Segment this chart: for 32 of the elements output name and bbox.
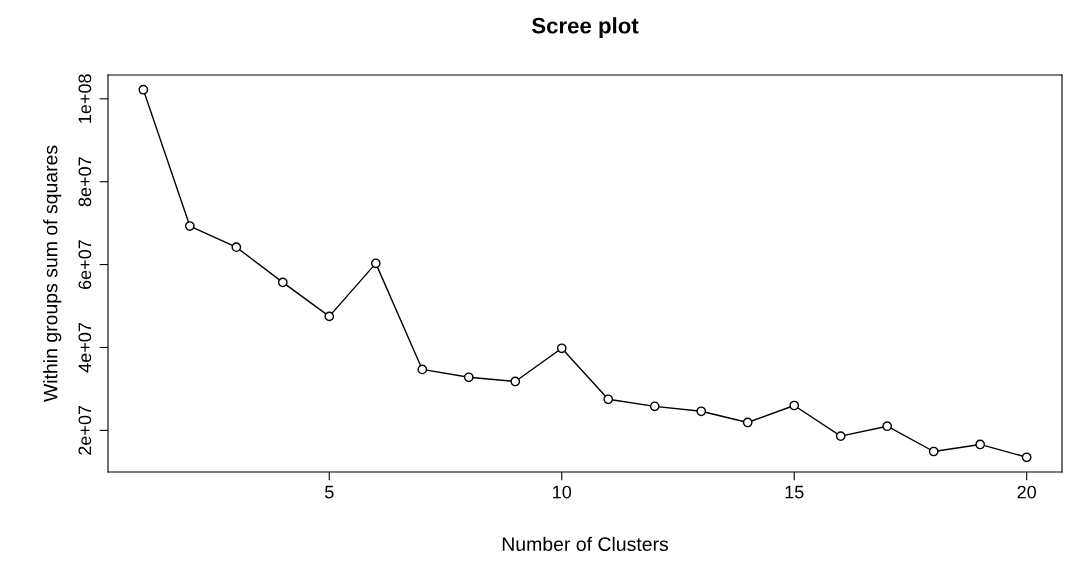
y-tick-label: 1e+08 <box>78 74 92 123</box>
point <box>789 400 800 411</box>
x-tick-label: 10 <box>553 485 572 499</box>
x-axis-title: Number of Clusters <box>502 536 669 552</box>
point <box>649 401 660 412</box>
point <box>882 421 893 432</box>
point <box>324 311 335 322</box>
y-axis-title: Within groups sum of squares <box>43 145 62 403</box>
point <box>835 431 846 442</box>
x-tick-label: 20 <box>1017 485 1036 499</box>
point <box>1021 452 1032 463</box>
point <box>277 277 288 288</box>
point <box>742 417 753 428</box>
point <box>928 446 939 457</box>
point <box>510 376 521 387</box>
x-tick-label: 15 <box>785 485 804 499</box>
y-tick-label: 8e+07 <box>78 157 92 207</box>
point <box>370 258 381 269</box>
point <box>556 343 567 354</box>
point <box>975 439 986 450</box>
chart-title: Scree plot <box>531 17 639 38</box>
y-tick-label: 6e+07 <box>78 240 92 290</box>
y-tick-label: 4e+07 <box>78 323 92 373</box>
point <box>696 406 707 417</box>
point <box>231 242 242 253</box>
point <box>138 84 149 95</box>
point <box>603 394 614 405</box>
point <box>184 221 195 231</box>
point <box>417 364 428 375</box>
y-tick-label: 2e+07 <box>78 405 92 455</box>
x-tick-label: 5 <box>325 485 334 499</box>
point <box>463 372 474 383</box>
